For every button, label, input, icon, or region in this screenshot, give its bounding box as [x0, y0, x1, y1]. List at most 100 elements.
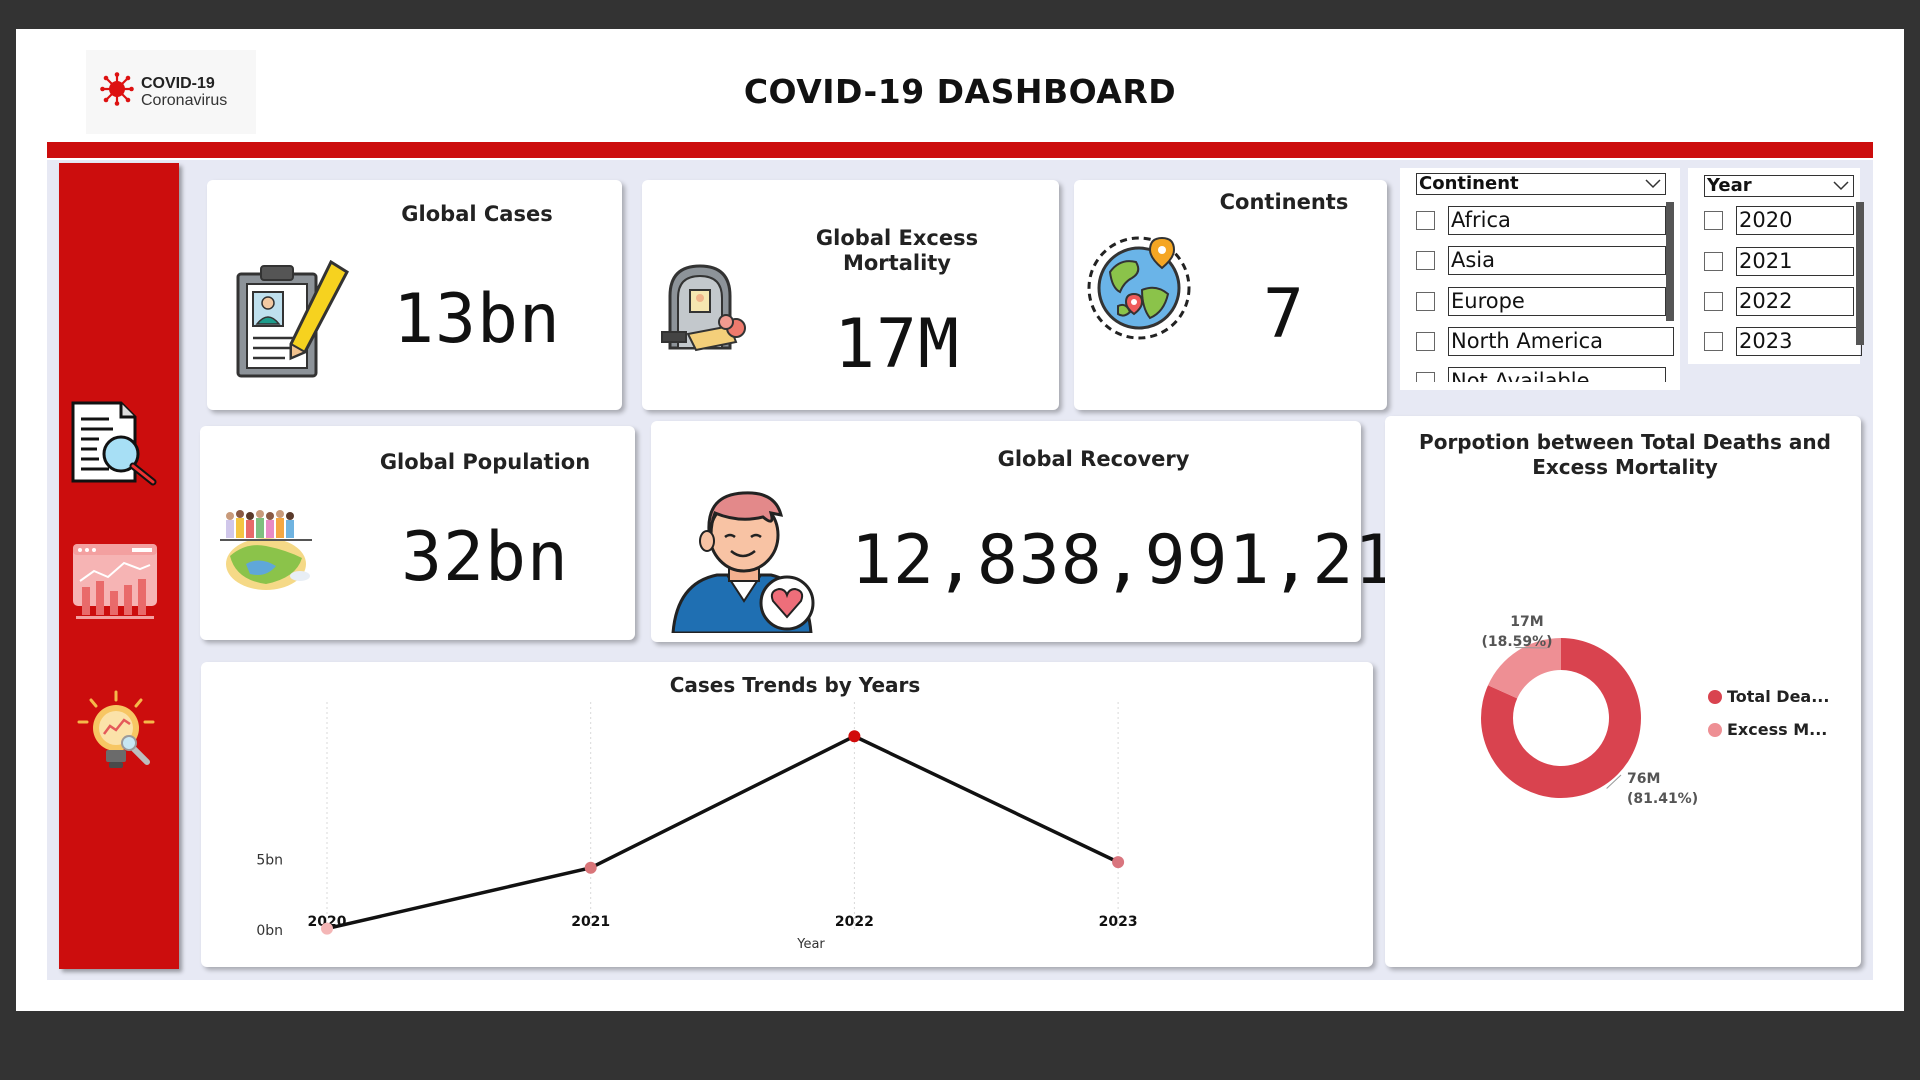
checkbox[interactable]	[1704, 211, 1723, 230]
year-option-label: 2020	[1736, 206, 1854, 235]
legend-item[interactable]: Excess M...	[1708, 720, 1827, 739]
donut-slice[interactable]	[1488, 638, 1561, 699]
gravestone-icon	[661, 264, 746, 352]
continent-option-north-america[interactable]: North America	[1416, 323, 1676, 363]
year-option-2023[interactable]: 2023	[1704, 323, 1862, 363]
legend-item[interactable]: Total Dea...	[1708, 687, 1829, 706]
year-option-label: 2023	[1736, 327, 1862, 356]
continent-option-label: Asia	[1448, 246, 1666, 275]
insight-bulb-icon	[77, 690, 155, 768]
card-global-population: Global Population 32bn	[200, 426, 635, 640]
year-option-2022[interactable]: 2022	[1704, 283, 1854, 323]
checkbox[interactable]	[1416, 332, 1435, 351]
continent-slicer-header[interactable]: Continent	[1416, 173, 1666, 195]
legend-marker	[1708, 690, 1722, 704]
chart-dashboard-button[interactable]	[72, 543, 158, 621]
chevron-down-icon	[1833, 181, 1849, 191]
virus-icon	[100, 72, 134, 106]
card-title-continents: Continents	[1219, 190, 1349, 214]
legend-marker	[1708, 723, 1722, 737]
card-title-global-population: Global Population	[379, 450, 591, 474]
checkbox[interactable]	[1704, 252, 1723, 271]
data-point[interactable]	[1112, 856, 1125, 869]
card-value-global-cases: 13bn	[393, 280, 561, 359]
year-option-2020[interactable]: 2020	[1704, 202, 1854, 242]
slice-percent-label: (81.41%)	[1627, 791, 1698, 807]
card-excess-mortality: Global Excess Mortality 17M	[642, 180, 1059, 410]
leader-line	[1606, 774, 1622, 789]
y-tick-label: 0bn	[256, 923, 283, 939]
page-title: COVID-19 DASHBOARD	[743, 72, 1177, 111]
continent-option-label: Africa	[1448, 206, 1666, 235]
card-global-recovery: Global Recovery 12,838,991,219	[651, 421, 1439, 642]
x-axis-label: Year	[796, 937, 825, 952]
year-slicer-scrollbar[interactable]	[1856, 202, 1864, 345]
checkbox[interactable]	[1416, 251, 1435, 270]
report-search-button[interactable]	[69, 401, 161, 486]
series-line	[326, 734, 1119, 931]
continent-slicer-scrollbar[interactable]	[1666, 202, 1674, 321]
cases-trend-chart-card: Cases Trends by Years Year 0bn 5bn 2020 20…	[201, 662, 1373, 967]
x-tick-label: 2023	[1099, 914, 1138, 930]
year-option-label: 2021	[1736, 247, 1854, 276]
data-point[interactable]	[848, 730, 861, 743]
report-search-icon	[71, 401, 157, 486]
continent-slicer-clip: Not Available	[1416, 363, 1666, 382]
card-global-cases: Global Cases 13bn	[207, 180, 622, 410]
clipboard-pencil-icon	[236, 260, 349, 378]
card-title-global-recovery: Global Recovery	[997, 447, 1190, 471]
deaths-proportion-chart: Porpotion between Total Deaths and Exces…	[1419, 430, 1831, 807]
year-slicer-header[interactable]: Year	[1704, 175, 1854, 197]
leader-line	[1515, 646, 1548, 649]
y-tick-label: 5bn	[256, 852, 283, 868]
data-point[interactable]	[321, 922, 333, 935]
continent-option-label: Europe	[1448, 287, 1666, 316]
chart-title: Cases Trends by Years	[670, 673, 921, 697]
year-slicer-title: Year	[1707, 175, 1752, 196]
insight-bulb-button[interactable]	[73, 690, 159, 774]
checkbox[interactable]	[1416, 211, 1435, 230]
card-title-excess-mortality-line2: Mortality	[842, 251, 951, 275]
card-title-global-cases: Global Cases	[401, 202, 553, 226]
continent-slicer-title: Continent	[1419, 173, 1519, 194]
people-globe-icon	[220, 510, 312, 590]
continent-option-europe[interactable]: Europe	[1416, 283, 1666, 323]
card-value-global-recovery: 12,838,991,219	[851, 521, 1439, 600]
continent-slicer: Continent Africa Asia Europe North Ameri…	[1400, 168, 1680, 390]
year-option-2021[interactable]: 2021	[1704, 243, 1854, 283]
chevron-down-icon	[1645, 179, 1661, 189]
card-continents: Continents 7	[1074, 180, 1387, 410]
checkbox[interactable]	[1416, 372, 1435, 382]
slice-value-label: 17M	[1510, 614, 1543, 630]
continent-option-africa[interactable]: Africa	[1416, 202, 1666, 242]
x-tick-label: 2021	[571, 914, 610, 930]
card-value-global-population: 32bn	[401, 518, 569, 597]
year-option-label: 2022	[1736, 287, 1854, 316]
donut-slice[interactable]	[1481, 638, 1641, 798]
legend-label: Total Dea...	[1727, 687, 1829, 706]
globe-icon	[1087, 236, 1191, 340]
continent-option-not-available[interactable]: Not Available	[1416, 363, 1666, 382]
continent-option-label: Not Available	[1448, 367, 1666, 382]
checkbox[interactable]	[1704, 332, 1723, 351]
continent-option-asia[interactable]: Asia	[1416, 242, 1666, 282]
legend-label: Excess M...	[1727, 720, 1827, 739]
slice-value-label: 76M	[1627, 771, 1660, 787]
chart-dashboard-icon	[73, 544, 157, 619]
card-value-continents: 7	[1263, 275, 1305, 354]
checkbox[interactable]	[1416, 292, 1435, 311]
chart-title-line1: Porpotion between Total Deaths and	[1419, 430, 1831, 454]
covid-logo: COVID-19 Coronavirus	[86, 50, 256, 134]
deaths-proportion-chart-card: Porpotion between Total Deaths and Exces…	[1385, 416, 1861, 967]
checkbox[interactable]	[1704, 292, 1723, 311]
x-tick-label: 2022	[835, 914, 874, 930]
data-point[interactable]	[584, 861, 597, 874]
year-slicer: Year 2020 2021 2022 2023	[1688, 168, 1864, 364]
header-divider	[47, 142, 1873, 158]
logo-line1: COVID-19	[141, 75, 215, 92]
sidebar	[59, 163, 179, 969]
chart-title-line2: Excess Mortality	[1532, 455, 1718, 479]
card-value-excess-mortality: 17M	[834, 305, 960, 384]
slice-percent-label: (18.59%)	[1481, 634, 1552, 650]
